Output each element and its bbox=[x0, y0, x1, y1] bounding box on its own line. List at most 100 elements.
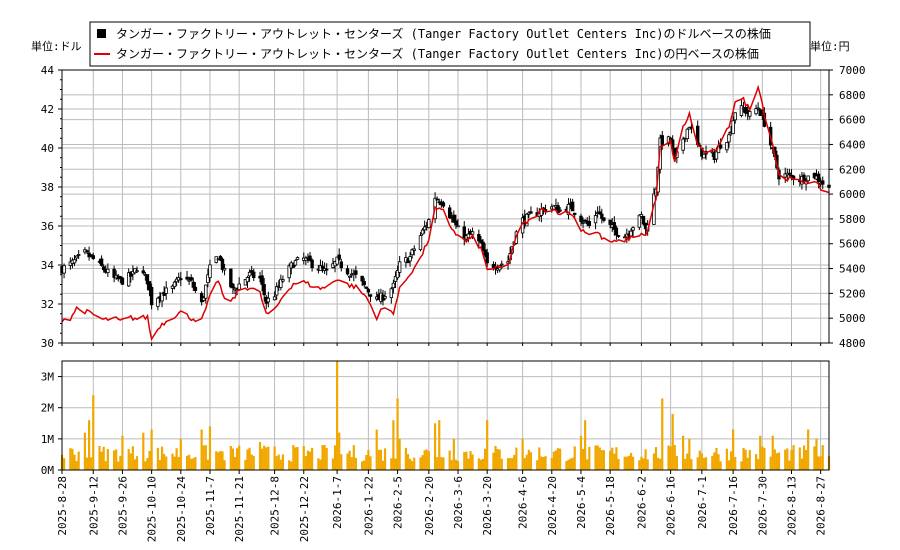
volume-bar bbox=[617, 458, 620, 470]
volume-bar bbox=[642, 458, 645, 470]
volume-tick-label: 0M bbox=[41, 464, 55, 477]
volume-bar bbox=[142, 432, 145, 470]
volume-bar bbox=[331, 458, 335, 470]
candle-body bbox=[101, 266, 106, 271]
date-tick-label: 2026-7-30 bbox=[756, 476, 769, 536]
candle-body bbox=[389, 288, 394, 299]
volume-bar bbox=[350, 457, 353, 470]
candle-body bbox=[410, 249, 414, 256]
volume-bar bbox=[206, 459, 209, 470]
candle-body bbox=[821, 180, 825, 185]
volume-bar bbox=[158, 459, 162, 470]
volume-bar bbox=[304, 456, 307, 470]
candle-body bbox=[126, 272, 131, 287]
candle-body bbox=[391, 282, 396, 289]
volume-bar bbox=[627, 455, 631, 470]
volume-bar bbox=[104, 461, 107, 470]
volume-bar bbox=[377, 449, 380, 470]
candle-body bbox=[637, 214, 642, 228]
candle-body bbox=[74, 255, 79, 259]
volume-bar bbox=[71, 448, 74, 470]
candle-body bbox=[99, 258, 104, 266]
volume-bar bbox=[260, 448, 264, 470]
volume-bar bbox=[748, 450, 751, 470]
candle-body bbox=[631, 227, 635, 231]
volume-bar bbox=[317, 458, 320, 470]
volume-bar bbox=[800, 458, 804, 470]
candle-body bbox=[262, 284, 266, 296]
volume-bar bbox=[452, 438, 455, 470]
volume-bar bbox=[804, 449, 808, 470]
volume-bar bbox=[192, 458, 195, 470]
volume-bar bbox=[600, 450, 603, 470]
date-tick-label: 2026-8-27 bbox=[815, 476, 828, 536]
right-axis-ticks: 4800 5000 5200 5400 5600 5800 6000 6200 6400 6600… bbox=[829, 64, 866, 350]
volume-bar bbox=[661, 398, 664, 470]
volume-bar bbox=[73, 454, 76, 470]
candle-body bbox=[145, 274, 150, 285]
volume-bar bbox=[815, 438, 818, 470]
candle-body bbox=[806, 175, 810, 182]
candle-body bbox=[231, 283, 235, 289]
volume-bar bbox=[148, 450, 151, 470]
volume-bar bbox=[296, 446, 299, 470]
date-tick-label: 2025-8-28 bbox=[56, 476, 69, 536]
volume-bar bbox=[144, 461, 147, 470]
volume-bar bbox=[656, 457, 660, 470]
volume-bar bbox=[406, 454, 410, 470]
volume-bar bbox=[117, 461, 120, 470]
usd-candlesticks bbox=[60, 99, 831, 311]
volume-bar bbox=[413, 457, 416, 470]
candle-body bbox=[266, 297, 271, 303]
volume-bar bbox=[769, 456, 772, 470]
candle-body bbox=[193, 286, 198, 291]
volume-bar bbox=[85, 457, 89, 470]
candle-body bbox=[397, 261, 402, 273]
candle-body bbox=[304, 257, 308, 261]
candle-body bbox=[485, 252, 489, 264]
volume-bar bbox=[408, 458, 412, 470]
left-tick-label: 40 bbox=[41, 142, 54, 155]
volume-bar bbox=[775, 453, 778, 470]
volume-axis-ticks: 0M 1M 2M 3M bbox=[41, 371, 62, 477]
volume-bar bbox=[177, 456, 180, 470]
date-tick-label: 2026-2-20 bbox=[423, 476, 436, 536]
candle-body bbox=[160, 292, 164, 302]
volume-bar bbox=[559, 448, 562, 470]
candle-body bbox=[412, 248, 416, 251]
legend: タンガー・ファクトリー・アウトレット・センターズ (Tanger Factory… bbox=[89, 21, 811, 67]
candle-body bbox=[418, 235, 423, 251]
right-tick-label: 6000 bbox=[839, 188, 866, 201]
volume-tick-label: 2M bbox=[41, 402, 55, 415]
volume-bar bbox=[696, 457, 699, 470]
volume-bars bbox=[60, 361, 831, 470]
volume-bar bbox=[390, 458, 393, 470]
volume-bar bbox=[363, 460, 366, 470]
volume-bar bbox=[615, 447, 618, 470]
volume-bar bbox=[98, 445, 101, 470]
volume-bar bbox=[711, 455, 714, 470]
legend-marker-usd bbox=[97, 29, 106, 38]
volume-bar bbox=[246, 449, 249, 470]
volume-bar bbox=[669, 446, 672, 470]
left-tick-label: 34 bbox=[41, 259, 55, 272]
date-tick-label: 2025-11-7 bbox=[204, 476, 217, 536]
candle-body bbox=[76, 254, 81, 256]
volume-bar bbox=[757, 458, 760, 470]
volume-bar bbox=[511, 458, 514, 470]
volume-bar bbox=[819, 456, 822, 470]
candle-body bbox=[783, 173, 787, 178]
volume-bar bbox=[427, 451, 430, 470]
volume-bar bbox=[813, 446, 816, 470]
candle-body bbox=[558, 209, 562, 212]
volume-bar bbox=[565, 461, 568, 470]
volume-bar bbox=[233, 456, 237, 470]
volume-bar bbox=[667, 445, 670, 470]
candle-body bbox=[427, 219, 431, 229]
candle-body bbox=[422, 226, 427, 231]
candle-body bbox=[685, 128, 689, 140]
candle-body bbox=[279, 278, 283, 288]
volume-bar bbox=[471, 454, 474, 470]
